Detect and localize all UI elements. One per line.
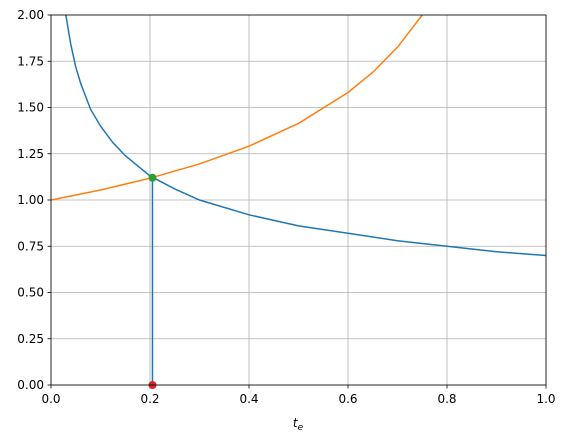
x-tick-label: 0.0 [41,392,60,406]
y-tick-label: 1.75 [17,54,44,68]
y-tick-label: 0.75 [17,239,44,253]
y-tick-label: 2.00 [17,8,44,22]
y-tick-label: 1.25 [17,147,44,161]
point [148,173,157,182]
y-tick-label: 0.25 [17,332,44,346]
y-tick-label: 0.50 [17,286,44,300]
line [65,15,546,257]
x-tick-label: 0.6 [338,392,357,406]
axes-frame [50,14,547,386]
y-tick-label: 0.00 [17,378,44,392]
x-axis-label: te [293,416,304,433]
x-tick-label: 0.2 [140,392,159,406]
y-tick-label: 1.00 [17,193,44,207]
x-tick-label: 0.8 [437,392,456,406]
x-tick-label: 0.4 [239,392,258,406]
y-tick-label: 1.50 [17,101,44,115]
x-tick-label: 1.0 [536,392,555,406]
line [51,15,423,201]
